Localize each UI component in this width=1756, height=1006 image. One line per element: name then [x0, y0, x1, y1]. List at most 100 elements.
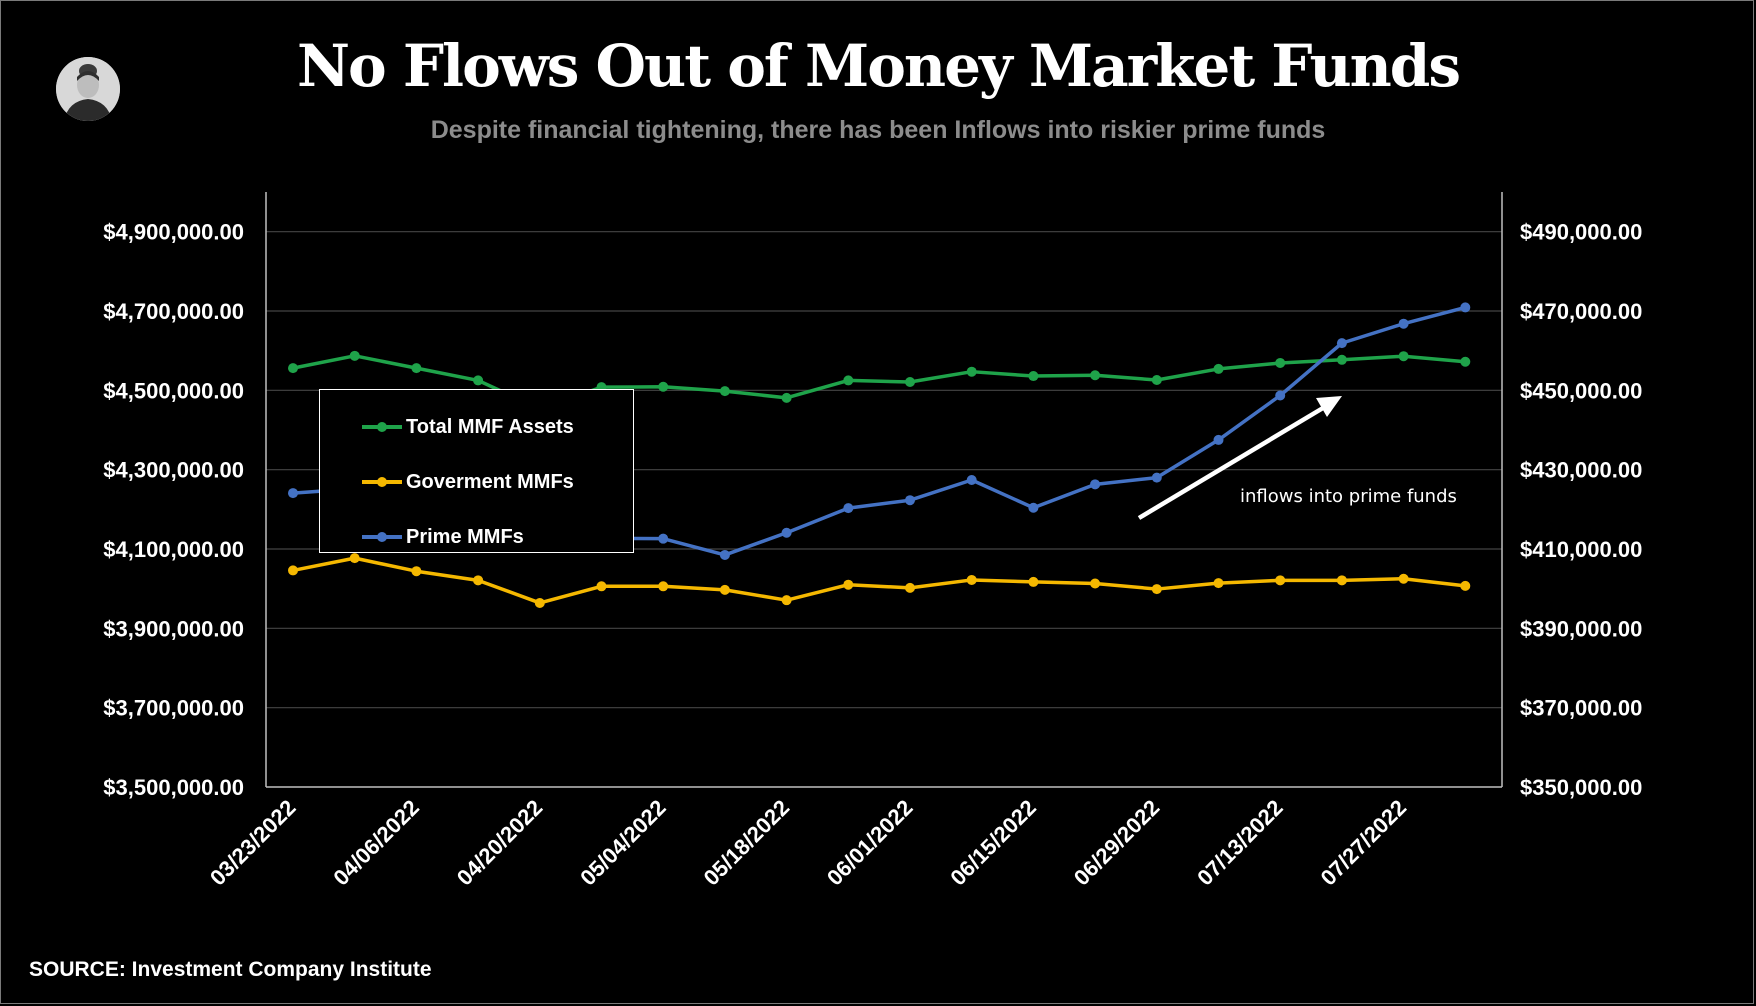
legend-item-prime: Prime MMFs [362, 525, 524, 549]
trend-arrow-shaft [1137, 403, 1330, 520]
left-tick-label: $3,700,000.00 [103, 696, 244, 721]
x-tick-label: 04/20/2022 [452, 795, 548, 891]
series-point [905, 377, 915, 388]
right-tick-label: $470,000.00 [1520, 299, 1642, 324]
series-point [658, 533, 669, 544]
series-point [966, 574, 977, 585]
x-tick-label: 05/18/2022 [699, 795, 795, 891]
chart-subtitle: Despite financial tightening, there has … [430, 116, 1326, 144]
series-point [411, 566, 422, 577]
series-point [658, 581, 669, 592]
series-point [1213, 578, 1224, 589]
series-point [349, 553, 360, 564]
series-point [1460, 302, 1471, 313]
series-point [1398, 351, 1409, 362]
left-tick-label: $4,900,000.00 [103, 220, 244, 245]
x-tick-label: 06/29/2022 [1069, 795, 1165, 891]
series-point [534, 597, 545, 608]
x-tick-label: 07/27/2022 [1316, 795, 1412, 891]
left-y-axis-ticks: $3,500,000.00 $3,700,000.00 $3,900,000.00 $… [103, 220, 244, 800]
series-point [288, 565, 298, 576]
x-tick-label: 06/01/2022 [822, 795, 918, 891]
annotation-inflows: inflows into prime funds [1240, 486, 1457, 507]
trend-arrow-head [1316, 396, 1342, 417]
right-tick-label: $390,000.00 [1520, 616, 1642, 641]
legend-label-government: Goverment MMFs [406, 470, 574, 493]
series-point [288, 488, 298, 499]
series-point [1151, 584, 1162, 595]
series-point [1460, 356, 1471, 367]
left-tick-label: $4,100,000.00 [103, 537, 244, 562]
series-point [1213, 434, 1224, 445]
x-tick-label: 07/13/2022 [1192, 795, 1288, 891]
series-line [292, 556, 1466, 605]
legend-swatch-total [362, 422, 402, 432]
right-tick-label: $350,000.00 [1520, 775, 1642, 800]
left-tick-label: $3,500,000.00 [103, 775, 244, 800]
series-point [966, 474, 977, 485]
trend-arrow [1137, 396, 1342, 520]
series-point [1398, 318, 1409, 329]
series-point [719, 584, 730, 595]
series-point [473, 575, 484, 586]
legend-item-government: Goverment MMFs [362, 470, 574, 494]
source-note: SOURCE: Investment Company Institute [29, 958, 432, 981]
series-point [1460, 580, 1471, 591]
series-line [292, 354, 1466, 411]
right-tick-label: $490,000.00 [1520, 220, 1642, 245]
left-tick-label: $4,700,000.00 [103, 299, 244, 324]
series-point [1398, 573, 1409, 584]
x-tick-label: 04/06/2022 [328, 795, 424, 891]
series-point [349, 350, 360, 361]
left-tick-label: $3,900,000.00 [103, 616, 244, 641]
series-point [905, 495, 915, 506]
series-point [1028, 371, 1039, 382]
series-point [781, 595, 792, 606]
x-tick-label: 03/23/2022 [205, 795, 301, 891]
right-y-axis-ticks: $350,000.00 $370,000.00 $390,000.00 $410,00… [1520, 220, 1642, 800]
series-point [843, 375, 854, 386]
series-point [781, 527, 792, 538]
legend-item-total: Total MMF Assets [362, 415, 574, 439]
series-point [1336, 575, 1347, 586]
right-tick-label: $410,000.00 [1520, 537, 1642, 562]
series-point [719, 549, 730, 560]
series-point [1028, 576, 1039, 587]
series-point [1090, 370, 1101, 381]
person-icon [56, 57, 120, 121]
series-point [1336, 354, 1347, 365]
series-point [1275, 575, 1286, 586]
axes [265, 192, 1503, 788]
series-point [1336, 338, 1347, 349]
x-axis-ticks: 03/23/2022 04/06/2022 04/20/2022 05/04/2022… [205, 795, 1411, 891]
legend-label-total: Total MMF Assets [406, 415, 574, 438]
series-point [843, 503, 854, 514]
series-point [1151, 472, 1162, 483]
series-point [1275, 357, 1286, 368]
series-point [719, 386, 730, 397]
x-tick-label: 06/15/2022 [945, 795, 1041, 891]
series-point [781, 392, 792, 403]
right-tick-label: $430,000.00 [1520, 458, 1642, 483]
series-point [1275, 390, 1286, 401]
series-point [596, 581, 607, 592]
author-avatar [56, 57, 120, 121]
legend-swatch-prime [362, 532, 402, 542]
legend-label-prime: Prime MMFs [406, 525, 524, 548]
chart-title: No Flows Out of Money Market Funds [296, 32, 1461, 100]
series-point [658, 381, 669, 392]
series-point [411, 363, 422, 374]
series-point [1151, 375, 1162, 386]
right-tick-label: $370,000.00 [1520, 696, 1642, 721]
left-tick-label: $4,300,000.00 [103, 458, 244, 483]
right-tick-label: $450,000.00 [1520, 378, 1642, 403]
x-tick-label: 05/04/2022 [575, 795, 671, 891]
series-point [1090, 578, 1101, 589]
series-point [905, 582, 915, 593]
series-point [288, 363, 298, 374]
series-point [1213, 363, 1224, 374]
series-point [1028, 502, 1039, 513]
legend: Total MMF Assets Goverment MMFs Prime MM… [319, 389, 634, 553]
